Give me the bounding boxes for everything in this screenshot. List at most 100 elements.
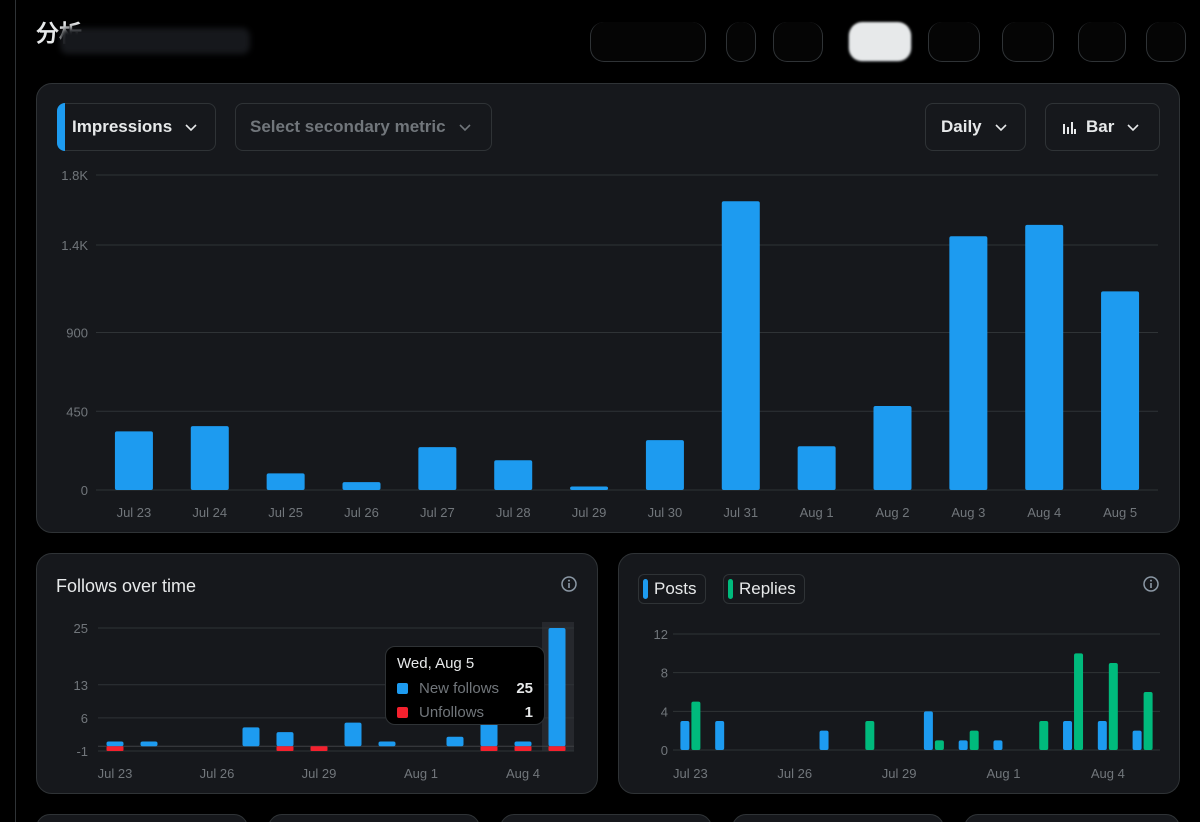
legend-posts[interactable]: Posts [638, 574, 706, 604]
unfollows-swatch [397, 706, 408, 718]
y-tick-label: 1.8K [61, 168, 88, 183]
x-tick-label: Jul 30 [648, 505, 683, 520]
range-tab[interactable] [726, 22, 756, 62]
bar [797, 446, 836, 490]
chart-type-dropdown[interactable]: Bar [1045, 103, 1160, 151]
follows-card: Follows over time [36, 553, 598, 794]
info-icon[interactable] [560, 575, 578, 593]
card-stub [964, 814, 1180, 822]
y-tick-label: -1 [76, 744, 88, 759]
bar-posts [1097, 721, 1107, 750]
bar-replies [1143, 692, 1153, 750]
bar-replies [691, 701, 701, 750]
range-tab[interactable] [1146, 22, 1186, 62]
bar [342, 482, 381, 490]
legend-replies-label: Replies [739, 579, 796, 598]
x-tick-label: Jul 29 [302, 766, 337, 781]
y-tick-label: 450 [66, 404, 88, 419]
bar-new-follows [140, 741, 158, 747]
y-tick-label: 13 [74, 678, 88, 693]
bar [190, 426, 229, 490]
bar-unfollows [106, 746, 124, 751]
y-tick-label: 8 [661, 666, 668, 681]
secondary-metric-label: Select secondary metric [250, 117, 446, 136]
x-tick-label: Aug 4 [1027, 505, 1061, 520]
x-tick-label: Aug 1 [800, 505, 834, 520]
x-tick-label: Jul 26 [344, 505, 379, 520]
card-stub [500, 814, 712, 822]
secondary-metric-dropdown[interactable]: Select secondary metric [235, 103, 492, 151]
bar-posts [993, 740, 1003, 750]
bar-new-follows [548, 628, 566, 747]
new-follows-swatch [397, 682, 408, 694]
bar-unfollows [310, 746, 328, 751]
range-tab[interactable] [590, 22, 706, 62]
primary-metric-label: Impressions [72, 117, 173, 136]
bar-posts [819, 730, 829, 750]
range-tab[interactable] [928, 22, 980, 62]
x-tick-label: Jul 31 [723, 505, 758, 520]
bar [949, 236, 988, 490]
range-tab[interactable] [1078, 22, 1126, 62]
bar [570, 486, 609, 490]
bar [418, 447, 457, 490]
y-tick-label: 12 [654, 627, 668, 642]
legend-replies[interactable]: Replies [723, 574, 805, 604]
bar-new-follows [378, 741, 396, 747]
bar-posts [1063, 721, 1073, 750]
x-tick-label: Aug 2 [876, 505, 910, 520]
left-rail [0, 0, 16, 822]
x-tick-label: Jul 23 [673, 766, 708, 781]
bar-replies [1108, 663, 1118, 750]
x-tick-label: Jul 26 [200, 766, 235, 781]
x-tick-label: Jul 26 [777, 766, 812, 781]
card-stub [732, 814, 944, 822]
bar [1101, 291, 1140, 490]
bar-new-follows [242, 727, 260, 747]
y-tick-label: 1.4K [61, 238, 88, 253]
y-tick-label: 0 [81, 483, 88, 498]
bar-new-follows [514, 741, 532, 747]
tooltip-unf-label: Unfollows [419, 703, 485, 721]
card-stub [268, 814, 480, 822]
legend-posts-label: Posts [654, 579, 697, 598]
tooltip-unf-value: 1 [524, 703, 533, 721]
bar-unfollows [514, 746, 532, 751]
bar-posts [923, 711, 933, 750]
bar-unfollows [276, 746, 294, 751]
card-stub [36, 814, 248, 822]
range-tab-active[interactable] [848, 22, 912, 62]
bar [266, 473, 305, 490]
chart-type-label: Bar [1086, 117, 1115, 136]
bar-replies [934, 740, 944, 750]
x-tick-label: Aug 1 [404, 766, 438, 781]
bar [1025, 224, 1064, 490]
info-icon[interactable] [1142, 575, 1160, 593]
x-tick-label: Jul 29 [882, 766, 917, 781]
follows-card-title: Follows over time [56, 576, 197, 596]
x-tick-label: Jul 28 [496, 505, 531, 520]
y-tick-label: 25 [74, 621, 88, 636]
x-tick-label: Jul 27 [420, 505, 455, 520]
tooltip-row-new: New follows 25 [397, 676, 533, 700]
x-tick-label: Jul 25 [268, 505, 303, 520]
x-tick-label: Jul 23 [117, 505, 152, 520]
chevron-down-icon [185, 124, 197, 132]
bar-chart-icon [1063, 122, 1076, 134]
x-tick-label: Jul 24 [192, 505, 227, 520]
tooltip-row-unf: Unfollows 1 [397, 700, 533, 724]
tooltip-title: Wed, Aug 5 [397, 655, 475, 672]
bar-new-follows [276, 732, 294, 747]
bar-replies [969, 730, 979, 750]
range-tab[interactable] [773, 22, 823, 62]
interval-dropdown[interactable]: Daily [925, 103, 1026, 151]
date-range-tabs [590, 22, 1190, 62]
range-tab[interactable] [1002, 22, 1054, 62]
bar [873, 406, 912, 490]
primary-metric-dropdown[interactable]: Impressions [57, 103, 216, 151]
x-tick-label: Aug 4 [506, 766, 540, 781]
bar-unfollows [548, 746, 566, 751]
